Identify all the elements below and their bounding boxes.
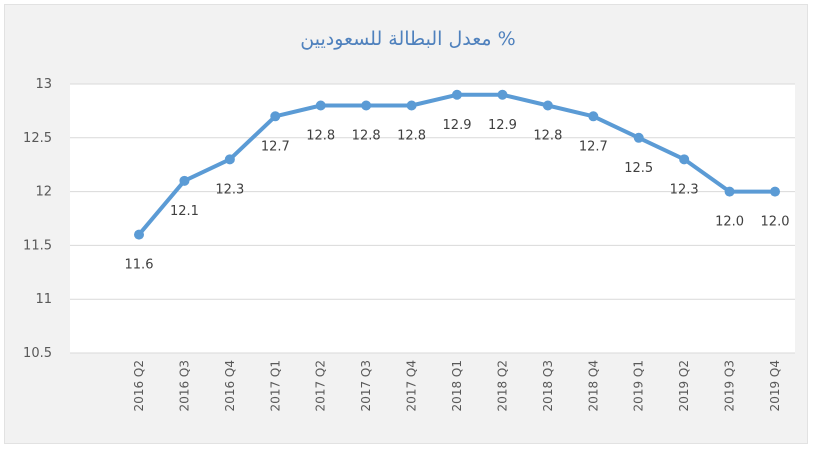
x-tick-label: 2016 Q2	[132, 360, 146, 411]
data-point	[770, 186, 781, 197]
y-tick-label: 11.5	[23, 238, 52, 253]
data-point	[679, 154, 690, 165]
x-tick-label: 2018 Q4	[586, 360, 600, 411]
y-tick-label: 10.5	[23, 346, 52, 361]
data-label: 12.7	[579, 139, 608, 154]
x-tick-label: 2017 Q3	[359, 360, 373, 411]
x-tick-label: 2016 Q3	[177, 360, 191, 411]
x-axis-tick-labels: 2016 Q2 2016 Q3 2016 Q4 2017 Q1 2017 Q2 2017 …	[132, 360, 782, 411]
data-point	[270, 111, 281, 122]
x-tick-label: 2019 Q2	[677, 360, 691, 411]
x-tick-label: 2018 Q2	[495, 360, 509, 411]
data-label: 12.3	[215, 182, 244, 197]
x-tick-label: 2018 Q1	[450, 360, 464, 411]
plot-area	[70, 84, 795, 353]
data-point	[542, 100, 553, 111]
data-label: 12.3	[670, 182, 699, 197]
x-tick-label: 2017 Q2	[314, 360, 328, 411]
y-tick-label: 12	[35, 185, 52, 200]
data-label: 12.7	[261, 139, 290, 154]
gridlines	[70, 83, 795, 354]
data-label: 12.0	[715, 215, 744, 230]
data-labels: 11.6 12.1 12.3 12.7 12.8 12.8 12.8 12.9 12.9 12.8…	[125, 118, 790, 273]
data-point	[406, 100, 417, 111]
data-label: 12.8	[306, 129, 335, 144]
y-tick-label: 12.5	[23, 131, 52, 146]
data-point	[724, 186, 735, 197]
x-tick-label: 2019 Q1	[632, 360, 646, 411]
x-tick-label: 2016 Q4	[223, 360, 237, 411]
data-label: 12.9	[488, 118, 517, 133]
data-label: 12.1	[170, 204, 199, 219]
data-point	[452, 89, 463, 100]
x-tick-label: 2019 Q4	[768, 360, 782, 411]
data-label: 11.6	[125, 258, 154, 273]
data-label: 12.0	[761, 215, 790, 230]
data-points	[134, 89, 781, 240]
x-tick-label: 2018 Q3	[541, 360, 555, 411]
data-label: 12.8	[352, 129, 381, 144]
x-tick-label: 2017 Q1	[268, 360, 282, 411]
data-point	[134, 229, 144, 240]
y-tick-label: 13	[35, 77, 52, 92]
y-tick-label: 11	[35, 292, 52, 307]
data-label: 12.8	[533, 129, 562, 144]
data-point	[633, 132, 644, 143]
data-point	[315, 100, 326, 111]
data-point	[179, 175, 190, 186]
chart-title: معدل البطالة للسعوديين %	[300, 28, 515, 50]
x-tick-label: 2017 Q4	[405, 360, 419, 411]
data-point	[361, 100, 372, 111]
data-label: 12.8	[397, 129, 426, 144]
data-point	[588, 111, 599, 122]
data-point	[497, 89, 508, 100]
data-point	[224, 154, 235, 165]
y-axis-tick-labels: 10.5 11 11.5 12 12.5 13	[23, 77, 52, 361]
data-label: 12.5	[624, 161, 653, 176]
x-tick-label: 2019 Q3	[723, 360, 737, 411]
data-label: 12.9	[443, 118, 472, 133]
